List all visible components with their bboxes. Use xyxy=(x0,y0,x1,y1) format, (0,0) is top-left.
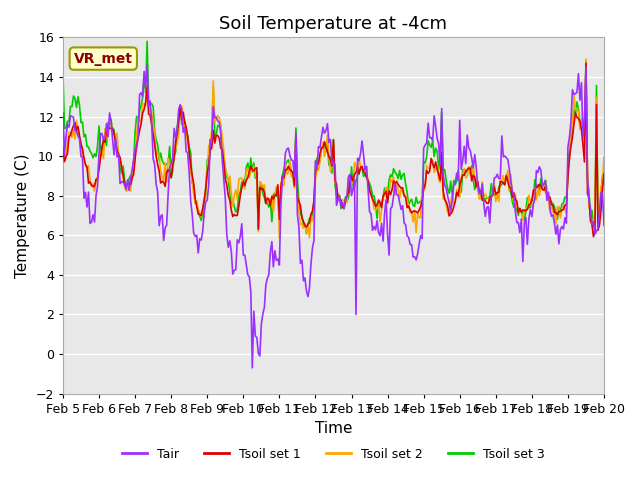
X-axis label: Time: Time xyxy=(315,421,352,436)
Text: VR_met: VR_met xyxy=(74,51,132,66)
Title: Soil Temperature at -4cm: Soil Temperature at -4cm xyxy=(220,15,447,33)
Y-axis label: Temperature (C): Temperature (C) xyxy=(15,153,30,278)
Legend: Tair, Tsoil set 1, Tsoil set 2, Tsoil set 3: Tair, Tsoil set 1, Tsoil set 2, Tsoil se… xyxy=(117,443,550,466)
